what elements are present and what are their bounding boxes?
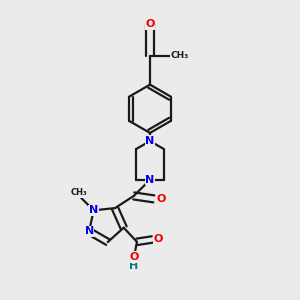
Text: O: O [154, 235, 163, 244]
Text: N: N [89, 205, 98, 215]
Text: O: O [157, 194, 166, 204]
Text: O: O [145, 19, 155, 29]
Text: CH₃: CH₃ [70, 188, 87, 197]
Text: CH₃: CH₃ [171, 51, 189, 60]
Text: N: N [85, 226, 94, 236]
Text: O: O [129, 252, 139, 262]
Text: H: H [129, 261, 139, 271]
Text: N: N [146, 136, 154, 146]
Text: N: N [146, 175, 154, 185]
